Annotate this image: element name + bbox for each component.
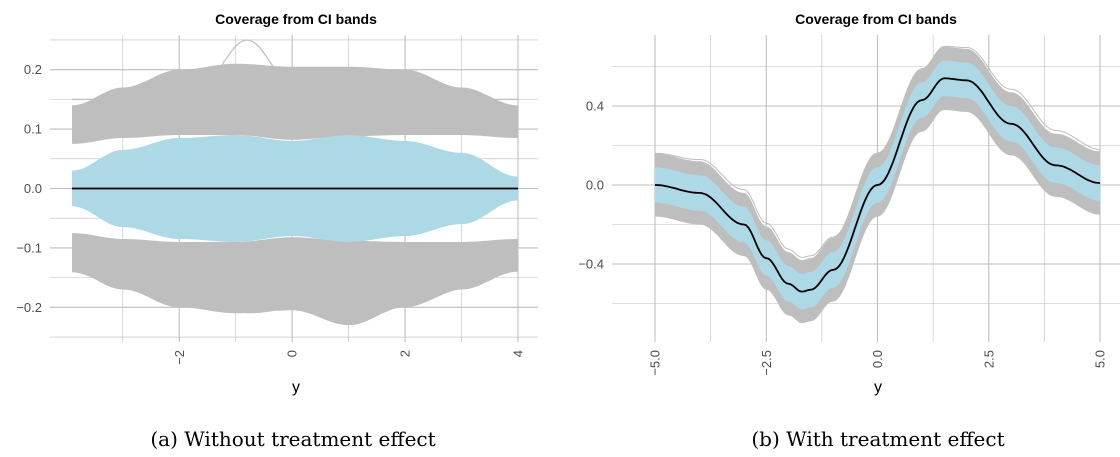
ci-band-curve bbox=[71, 103, 518, 129]
ci-outlier-curve bbox=[72, 39, 518, 100]
y-tick-label: 0.4 bbox=[586, 99, 604, 114]
panel-b-ticks: 0.4 0.0 −0.4 −5.0 −2.5 0.0 2.5 5.0 bbox=[578, 99, 1107, 376]
ci-band-curve bbox=[71, 263, 519, 311]
ci-band-curve bbox=[71, 81, 519, 120]
ci-band-curve bbox=[654, 101, 1101, 313]
y-tick-label: 0.1 bbox=[24, 122, 42, 137]
ci-band-curve bbox=[71, 120, 519, 140]
coverage-curve bbox=[71, 145, 519, 181]
ci-band-curve bbox=[71, 82, 519, 119]
x-tick-label: 2.5 bbox=[981, 350, 996, 368]
ci-band-curve bbox=[654, 48, 1100, 262]
y-tick-label: 0.2 bbox=[24, 62, 42, 77]
ci-band-curve bbox=[655, 100, 1101, 319]
ci-band-curve bbox=[654, 52, 1101, 265]
ci-upper-band bbox=[655, 46, 1100, 276]
y-tick-label: −0.4 bbox=[578, 257, 604, 272]
coverage-curve bbox=[71, 195, 519, 223]
ci-band-curve bbox=[72, 251, 519, 278]
panel-b-xlabel: y bbox=[874, 379, 882, 396]
ci-band-curve bbox=[71, 257, 519, 305]
ci-band-curve bbox=[71, 265, 519, 314]
ci-band-curve bbox=[71, 265, 518, 298]
x-tick-label: 5.0 bbox=[1093, 350, 1108, 368]
ci-band-curve bbox=[71, 126, 518, 140]
panel-a-ticks: 0.2 0.1 0.0 −0.1 −0.2 −2 0 2 4 bbox=[16, 62, 525, 365]
coverage-curve bbox=[72, 192, 518, 212]
panel-b-bands bbox=[654, 45, 1101, 324]
ci-band-curve bbox=[71, 85, 519, 119]
panel-b-title: Coverage from CI bands bbox=[795, 11, 957, 27]
ci-band-curve bbox=[71, 240, 518, 258]
ci-band-curve bbox=[71, 64, 519, 107]
ci-lower-band bbox=[655, 94, 1100, 324]
x-tick-label: 2 bbox=[398, 350, 413, 357]
x-tick-label: −5.0 bbox=[648, 350, 663, 376]
y-tick-label: 0.0 bbox=[24, 181, 42, 196]
ci-band-curve bbox=[654, 103, 1100, 317]
ci-lower-band bbox=[72, 233, 518, 326]
x-tick-label: −2 bbox=[172, 350, 187, 365]
ci-band-curve bbox=[71, 93, 519, 122]
coverage-curve bbox=[72, 162, 518, 184]
y-tick-label: 0.0 bbox=[586, 178, 604, 193]
truth-curve bbox=[655, 77, 1101, 293]
panel-a-bands bbox=[71, 39, 519, 326]
panel-a-caption: (a) Without treatment effect bbox=[150, 427, 435, 451]
ci-band-curve bbox=[71, 253, 519, 289]
x-tick-label: 0 bbox=[285, 350, 300, 357]
panel-a: Coverage from CI bands 0.2 0.1 0.0 −0.1 −0.2… bbox=[16, 11, 538, 451]
coverage-curve bbox=[71, 190, 518, 205]
x-tick-label: −2.5 bbox=[759, 350, 774, 376]
panel-b-caption: (b) With treatment effect bbox=[751, 427, 1004, 451]
x-tick-label: 0.0 bbox=[870, 350, 885, 368]
panel-a-title: Coverage from CI bands bbox=[215, 11, 377, 27]
y-tick-label: −0.1 bbox=[16, 240, 42, 255]
ci-band-curve bbox=[72, 236, 519, 252]
ci-band-curve bbox=[655, 45, 1101, 258]
y-tick-label: −0.2 bbox=[16, 300, 42, 315]
ci-band-curve bbox=[71, 98, 519, 127]
panel-a-xlabel: y bbox=[292, 379, 300, 396]
ci-band-curve bbox=[71, 246, 519, 275]
ci-band-curve bbox=[72, 73, 518, 116]
ci-band-curve bbox=[71, 86, 519, 122]
x-tick-label: 4 bbox=[511, 350, 526, 357]
panel-b: Coverage from CI bands 0.4 0.0 −0.4 −5.0 −2.… bbox=[578, 11, 1120, 451]
